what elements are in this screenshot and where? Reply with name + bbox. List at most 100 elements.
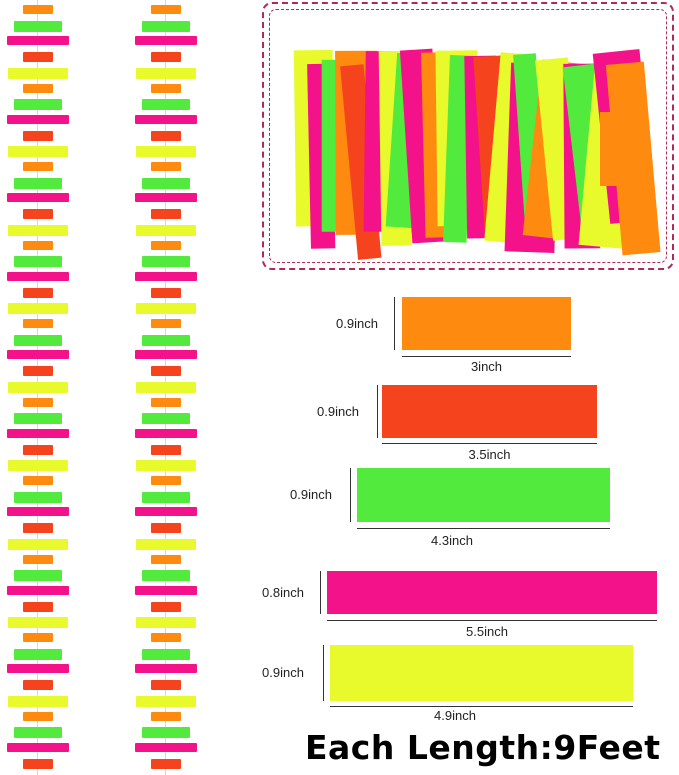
garland-strip-red	[151, 366, 181, 377]
height-marker	[350, 468, 351, 522]
garland-strip-green	[14, 256, 62, 268]
garland-strip-pink	[7, 350, 69, 360]
swatch-height-label: 0.9inch	[336, 316, 378, 331]
garland-strip-green	[14, 570, 62, 582]
garland-strip-yellow	[8, 303, 68, 315]
swatch-height-label: 0.9inch	[262, 665, 304, 680]
product-pile-frame-inner	[269, 9, 667, 263]
width-marker	[330, 706, 633, 707]
width-marker	[382, 443, 597, 444]
garland-strip-yellow	[136, 695, 196, 707]
garland-strip-green	[14, 727, 62, 739]
garland-strip-pink	[135, 664, 197, 674]
garland-strip-pink	[7, 585, 69, 595]
garland-strip-red	[23, 287, 53, 298]
garland-strip-pink	[7, 428, 69, 438]
width-marker	[357, 528, 610, 529]
garland-strip-orange	[151, 476, 181, 485]
garland-strip-green	[142, 413, 190, 425]
garland-strip-green	[142, 727, 190, 739]
garland-strip-green	[14, 491, 62, 503]
garland-strip-pink	[135, 114, 197, 124]
garland-strip-yellow	[8, 538, 68, 550]
swatch-pink-strip	[327, 571, 657, 614]
garland-strip-green	[142, 334, 190, 346]
garland-strip-pink	[135, 193, 197, 203]
garland-strip-yellow	[136, 381, 196, 393]
garland-strip-green	[14, 334, 62, 346]
garland-strip-red	[23, 52, 53, 63]
garland-strip-orange	[151, 83, 181, 93]
swatch-width-label: 4.3inch	[431, 533, 473, 548]
height-marker	[394, 297, 395, 350]
garland-strip-red	[23, 601, 53, 612]
garland-strip-green	[142, 177, 190, 189]
swatch-width-label: 5.5inch	[466, 624, 508, 639]
garland-strip-red	[23, 130, 53, 141]
garland-strip-green	[142, 491, 190, 503]
garland-strip-pink	[7, 114, 69, 124]
garland-strip-red	[151, 52, 181, 63]
width-marker	[327, 620, 657, 621]
garland-strip-red	[151, 601, 181, 612]
garland-strip-red	[151, 680, 181, 691]
garland-strip-yellow	[8, 381, 68, 393]
garland-strip-red	[151, 523, 181, 534]
garland-strip-yellow	[136, 224, 196, 236]
garland-strip-orange	[23, 397, 53, 407]
garland-strip-red	[23, 758, 53, 769]
garland-strip-orange	[23, 240, 53, 250]
garland-strip-red	[23, 444, 53, 455]
height-marker	[320, 571, 321, 614]
garland-strip-red	[151, 209, 181, 220]
swatch-width-label: 3.5inch	[468, 447, 511, 462]
height-marker	[377, 385, 378, 438]
garland-strip-yellow	[136, 460, 196, 472]
garland-strip-orange	[151, 240, 181, 250]
garland-strip-yellow	[8, 67, 68, 79]
swatch-width-label: 3inch	[470, 359, 503, 374]
garland-strip-orange	[151, 319, 181, 328]
garland-strip-orange	[151, 5, 181, 14]
garland-strip-green	[14, 648, 62, 660]
swatch-green-strip	[357, 468, 610, 522]
garland-strip-orange	[23, 162, 53, 171]
swatch-height-label: 0.9inch	[317, 404, 359, 419]
swatch-width-label: 4.9inch	[434, 708, 476, 723]
garland-strip-yellow	[8, 146, 68, 158]
width-marker	[402, 356, 571, 357]
garland-strip-orange	[151, 554, 181, 564]
garland-strip-orange	[151, 162, 181, 171]
garland-strip-red	[23, 680, 53, 691]
garland-strip-orange	[23, 554, 53, 564]
garland-strip-yellow	[8, 460, 68, 472]
garland-strip-red	[23, 366, 53, 377]
swatch-height-label: 0.8inch	[262, 585, 304, 600]
garland-strip-orange	[151, 633, 181, 642]
garland-strip-yellow	[136, 303, 196, 315]
garland-strip-green	[14, 177, 62, 189]
garland-strip-pink	[7, 36, 69, 46]
garland-strip-yellow	[136, 538, 196, 550]
garland-strip-yellow	[8, 224, 68, 236]
garland-strip-red	[151, 130, 181, 141]
garland-strip-orange	[23, 319, 53, 328]
garland-strip-pink	[135, 271, 197, 281]
length-caption: Each Length:9Feet	[305, 728, 661, 767]
garland-strip-green	[142, 256, 190, 268]
garland-strip-orange	[151, 711, 181, 721]
garland-strip-pink	[7, 271, 69, 281]
garland-strand-right	[131, 0, 201, 775]
garland-strip-pink	[135, 507, 197, 517]
garland-strip-red	[23, 523, 53, 534]
swatch-height-label: 0.9inch	[290, 487, 332, 502]
garland-strip-yellow	[136, 67, 196, 79]
swatch-yellow-strip	[330, 645, 633, 701]
garland-strip-green	[14, 413, 62, 425]
garland-strip-green	[142, 648, 190, 660]
garland-strip-pink	[7, 742, 69, 752]
garland-strip-yellow	[136, 146, 196, 158]
garland-strip-pink	[135, 585, 197, 595]
garland-strip-pink	[135, 428, 197, 438]
